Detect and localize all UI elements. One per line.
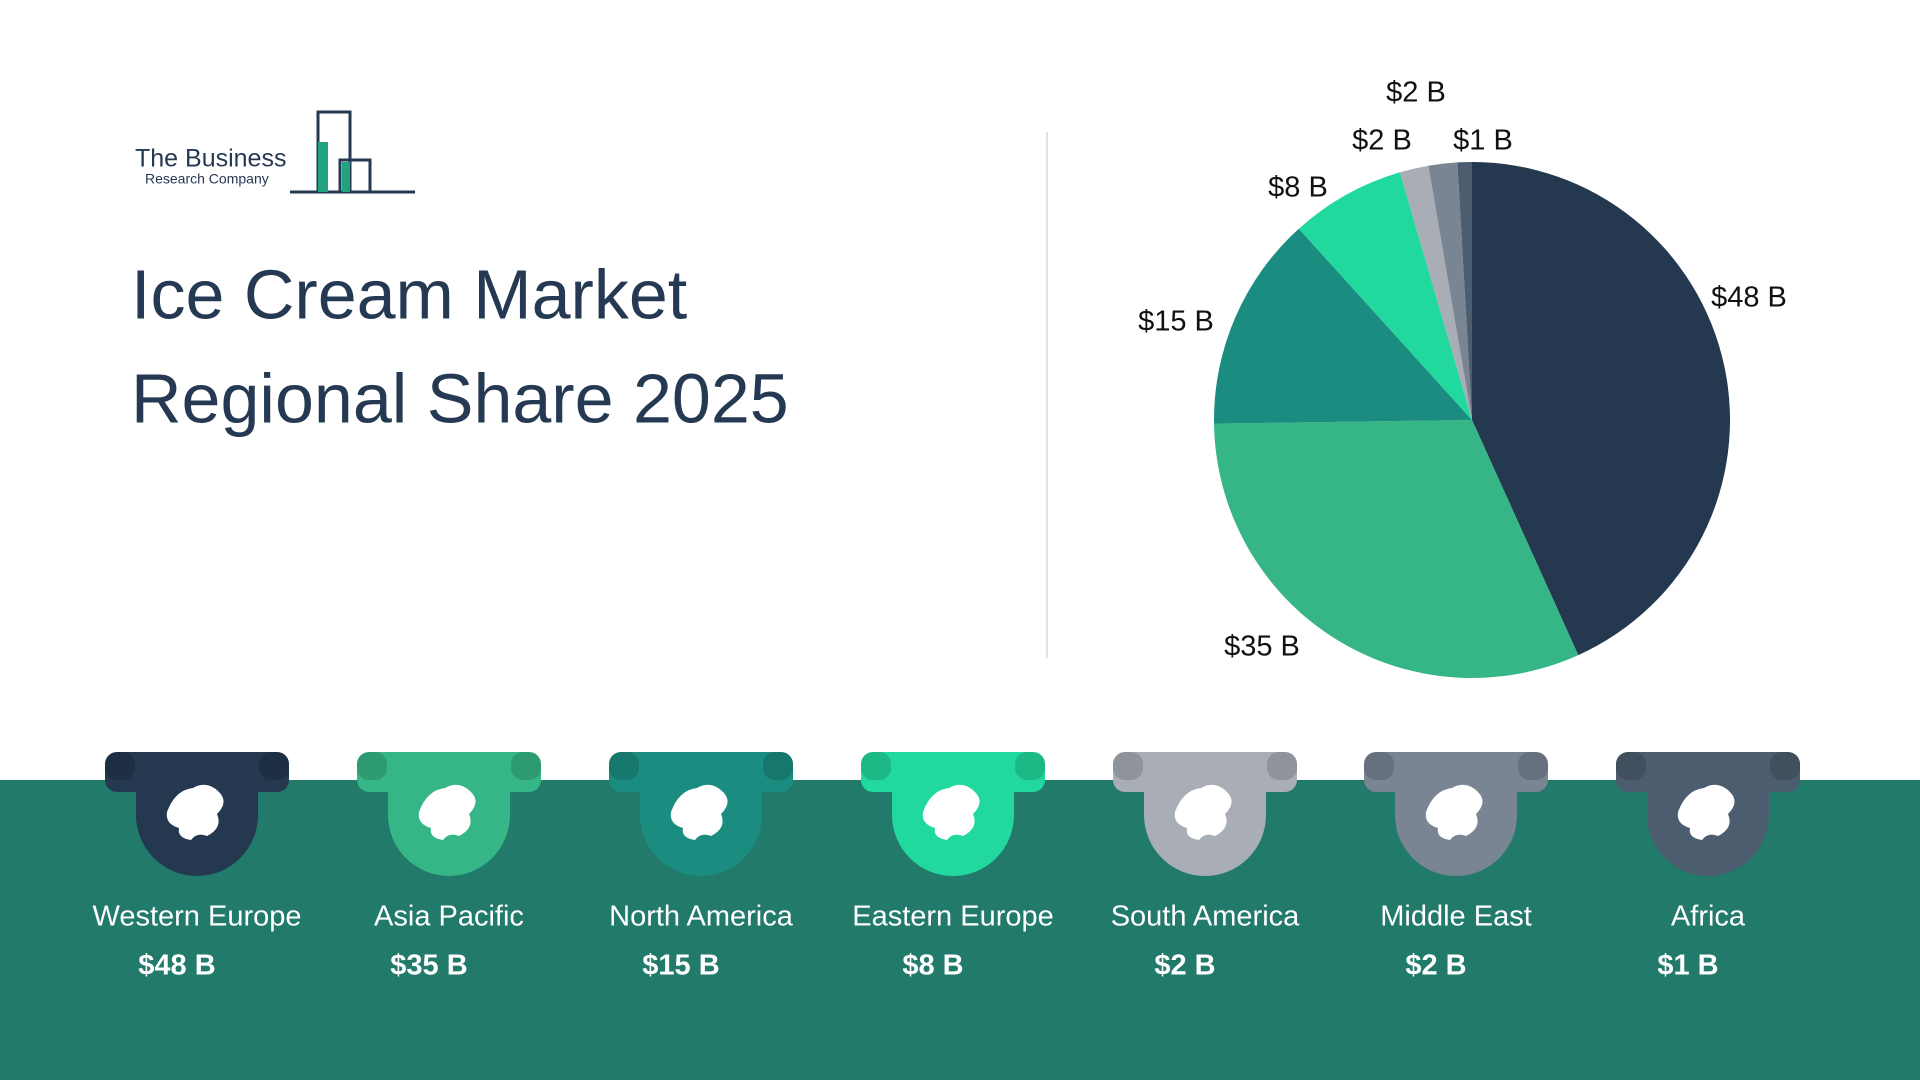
region-card: Western Europe $48 B xyxy=(92,752,302,982)
region-icon xyxy=(922,784,980,840)
card-tab-shade xyxy=(1616,752,1646,780)
pie-slice xyxy=(1214,420,1579,678)
logo: The Business Research Company xyxy=(135,110,415,194)
region-name: Western Europe xyxy=(92,901,301,933)
pie-label: $8 B xyxy=(1268,172,1328,204)
pie-slice xyxy=(1214,228,1472,424)
region-icon xyxy=(418,784,476,840)
pie-slice xyxy=(1399,165,1472,420)
region-card: Eastern Europe $8 B xyxy=(852,752,1054,982)
region-name: South America xyxy=(1111,901,1300,933)
region-icon xyxy=(1677,784,1735,840)
region-icon xyxy=(166,784,224,840)
card-tab-shade xyxy=(105,752,135,780)
card-tab-shade xyxy=(357,752,387,780)
chart-title: Ice Cream Market xyxy=(131,255,687,333)
card-tab-shade xyxy=(1770,752,1800,780)
logo-building xyxy=(290,110,415,194)
card-tab-shade xyxy=(1518,752,1548,780)
region-value: $2 B xyxy=(1154,950,1215,982)
pie-label: $35 B xyxy=(1224,631,1300,663)
card-tab-shade xyxy=(1267,752,1297,780)
pie-slice xyxy=(1457,162,1472,420)
card-tab-shade xyxy=(763,752,793,780)
region-value: $8 B xyxy=(902,950,963,982)
pie-label: $2 B xyxy=(1386,77,1446,109)
pie-slice xyxy=(1428,162,1472,421)
logo-line1: The Business xyxy=(135,145,286,173)
region-value: $2 B xyxy=(1405,950,1466,982)
chart-subtitle: Regional Share 2025 xyxy=(131,359,789,437)
pie-slice xyxy=(1472,162,1730,656)
region-name: Middle East xyxy=(1380,901,1532,933)
logo-line2: Research Company xyxy=(145,171,269,187)
region-icon xyxy=(1174,784,1232,840)
region-value: $1 B xyxy=(1657,950,1718,982)
region-card: Middle East $2 B xyxy=(1364,752,1548,982)
region-card: Africa $1 B xyxy=(1616,752,1800,982)
region-value: $35 B xyxy=(390,950,467,982)
region-icon xyxy=(670,784,728,840)
card-tab-shade xyxy=(1113,752,1143,780)
pie-label: $2 B xyxy=(1352,125,1412,157)
region-card: North America $15 B xyxy=(609,752,794,982)
region-icon xyxy=(1425,784,1483,840)
card-tab-shade xyxy=(511,752,541,780)
region-card: South America $2 B xyxy=(1111,752,1300,982)
region-name: Eastern Europe xyxy=(852,901,1054,933)
pie-label: $15 B xyxy=(1138,306,1214,338)
card-tab-shade xyxy=(1364,752,1394,780)
card-tab-shade xyxy=(259,752,289,780)
pie-label: $48 B xyxy=(1711,282,1787,314)
region-name: Asia Pacific xyxy=(374,901,524,933)
region-name: North America xyxy=(609,901,794,933)
region-value: $15 B xyxy=(642,950,719,982)
card-tab-shade xyxy=(1015,752,1045,780)
card-tab-shade xyxy=(609,752,639,780)
region-value: $48 B xyxy=(138,950,215,982)
region-name: Africa xyxy=(1671,901,1746,933)
logo-bar xyxy=(342,162,350,192)
region-card: Asia Pacific $35 B xyxy=(357,752,541,982)
pie-label: $1 B xyxy=(1453,125,1513,157)
card-tab-shade xyxy=(861,752,891,780)
pie-slice xyxy=(1298,172,1472,420)
logo-bar xyxy=(318,142,328,192)
